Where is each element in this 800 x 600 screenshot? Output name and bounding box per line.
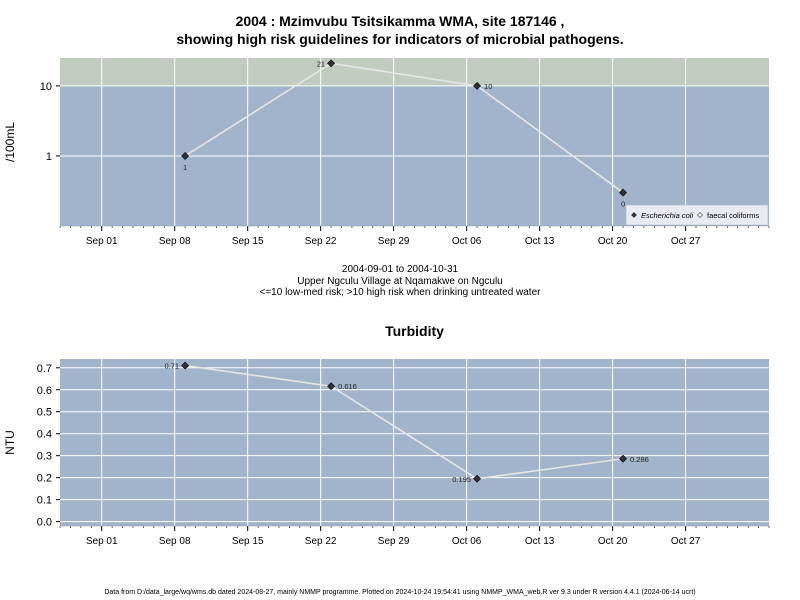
chart-title-line1: 2004 : Mzimvubu Tsitsikamma WMA, site 18…	[235, 13, 565, 29]
panel2-y-tick-label-7: 0.7	[37, 363, 52, 375]
panel1-x-tick-label-0: Sep 01	[86, 236, 118, 247]
panel2-data-point-2	[473, 474, 481, 483]
site-caption: Upper Ngculu Village at Nqamakwe on Ngcu…	[297, 276, 503, 287]
panel1-data-point-0	[181, 152, 190, 160]
panel2-x-tick-label-6: Oct 13	[525, 536, 555, 547]
panel2-y-tick-label-1: 0.1	[37, 495, 52, 507]
panel1-legend-label-0: Escherichia coli	[641, 211, 693, 220]
panel2-data-point-1	[327, 382, 336, 391]
panel1-series-line-0	[184, 62, 624, 194]
panel1-data-label-2: 10	[484, 82, 492, 91]
panel1-legend-marker-1	[697, 212, 703, 218]
panel2-x-tick-label-5: Oct 06	[452, 536, 482, 547]
panel1-data-point-3	[619, 188, 627, 197]
panel1-y-axis-label: /100mL	[3, 122, 17, 162]
panel1-x-tick-label-3: Sep 22	[305, 236, 337, 247]
panel1-y-tick-label-0: 1	[46, 151, 52, 163]
panel1-data-label-1: 21	[317, 59, 325, 68]
panel2-y-tick-label-5: 0.5	[37, 407, 52, 419]
panel1-legend-box	[625, 204, 769, 226]
panel2-data-label-1: 0.616	[338, 382, 357, 391]
panel1-data-label-3: 0	[621, 200, 625, 209]
panel2-data-point-0	[181, 361, 190, 370]
footer-note: Data from D:/data_large/wq/wms.db dated …	[104, 589, 696, 596]
panel2-data-point-3	[619, 454, 627, 463]
panel1-data-point-1	[327, 59, 336, 68]
panel2-y-tick-label-2: 0.2	[37, 473, 52, 485]
panel2-series-line-0	[185, 364, 624, 480]
panel1-high-risk-band	[60, 58, 769, 86]
panel2-x-tick-label-4: Sep 29	[378, 536, 410, 547]
panel2-x-tick-label-0: Sep 01	[86, 536, 118, 547]
chart-title-line2: showing high risk guidelines for indicat…	[176, 31, 624, 47]
panel2-x-tick-label-8: Oct 27	[671, 536, 701, 547]
date-range-caption: 2004-09-01 to 2004-10-31	[341, 264, 459, 275]
panel1-y-tick-label-1: 10	[40, 81, 52, 93]
panel1-x-tick-label-7: Oct 20	[598, 236, 628, 247]
panel1-x-tick-label-4: Sep 29	[378, 236, 410, 247]
panel1-data-point-2	[473, 81, 481, 90]
panel2-x-tick-label-2: Sep 15	[232, 536, 264, 547]
panel2-y-tick-label-6: 0.6	[37, 385, 52, 397]
panel2-x-tick-label-7: Oct 20	[598, 536, 628, 547]
panel1-legend-label-1: faecal coliforms	[707, 211, 759, 220]
panel2-data-label-0: 0.71	[165, 362, 180, 371]
panel2-y-axis-label: NTU	[3, 430, 17, 455]
panel1-data-label-0: 1	[183, 163, 187, 172]
panel1-x-tick-label-6: Oct 13	[525, 236, 555, 247]
panel2-data-label-3: 0.286	[630, 455, 649, 464]
panel2-y-tick-label-0: 0.0	[37, 517, 52, 529]
panel1-x-tick-label-2: Sep 15	[232, 236, 264, 247]
panel2-x-tick-label-1: Sep 08	[159, 536, 191, 547]
panel1-x-tick-label-5: Oct 06	[452, 236, 482, 247]
risk-caption: <=10 low-med risk; >10 high risk when dr…	[259, 287, 541, 298]
panel2-data-label-2: 0.195	[452, 475, 471, 484]
panel1-x-tick-label-8: Oct 27	[671, 236, 701, 247]
panel1-legend-marker-0	[631, 212, 637, 218]
panel1-x-tick-label-1: Sep 08	[159, 236, 191, 247]
panel2-title: Turbidity	[385, 323, 444, 339]
panel2-y-tick-label-3: 0.3	[37, 451, 52, 463]
panel2-background	[60, 359, 769, 526]
panel2-x-tick-label-3: Sep 22	[305, 536, 337, 547]
panel2-y-tick-label-4: 0.4	[37, 429, 52, 441]
